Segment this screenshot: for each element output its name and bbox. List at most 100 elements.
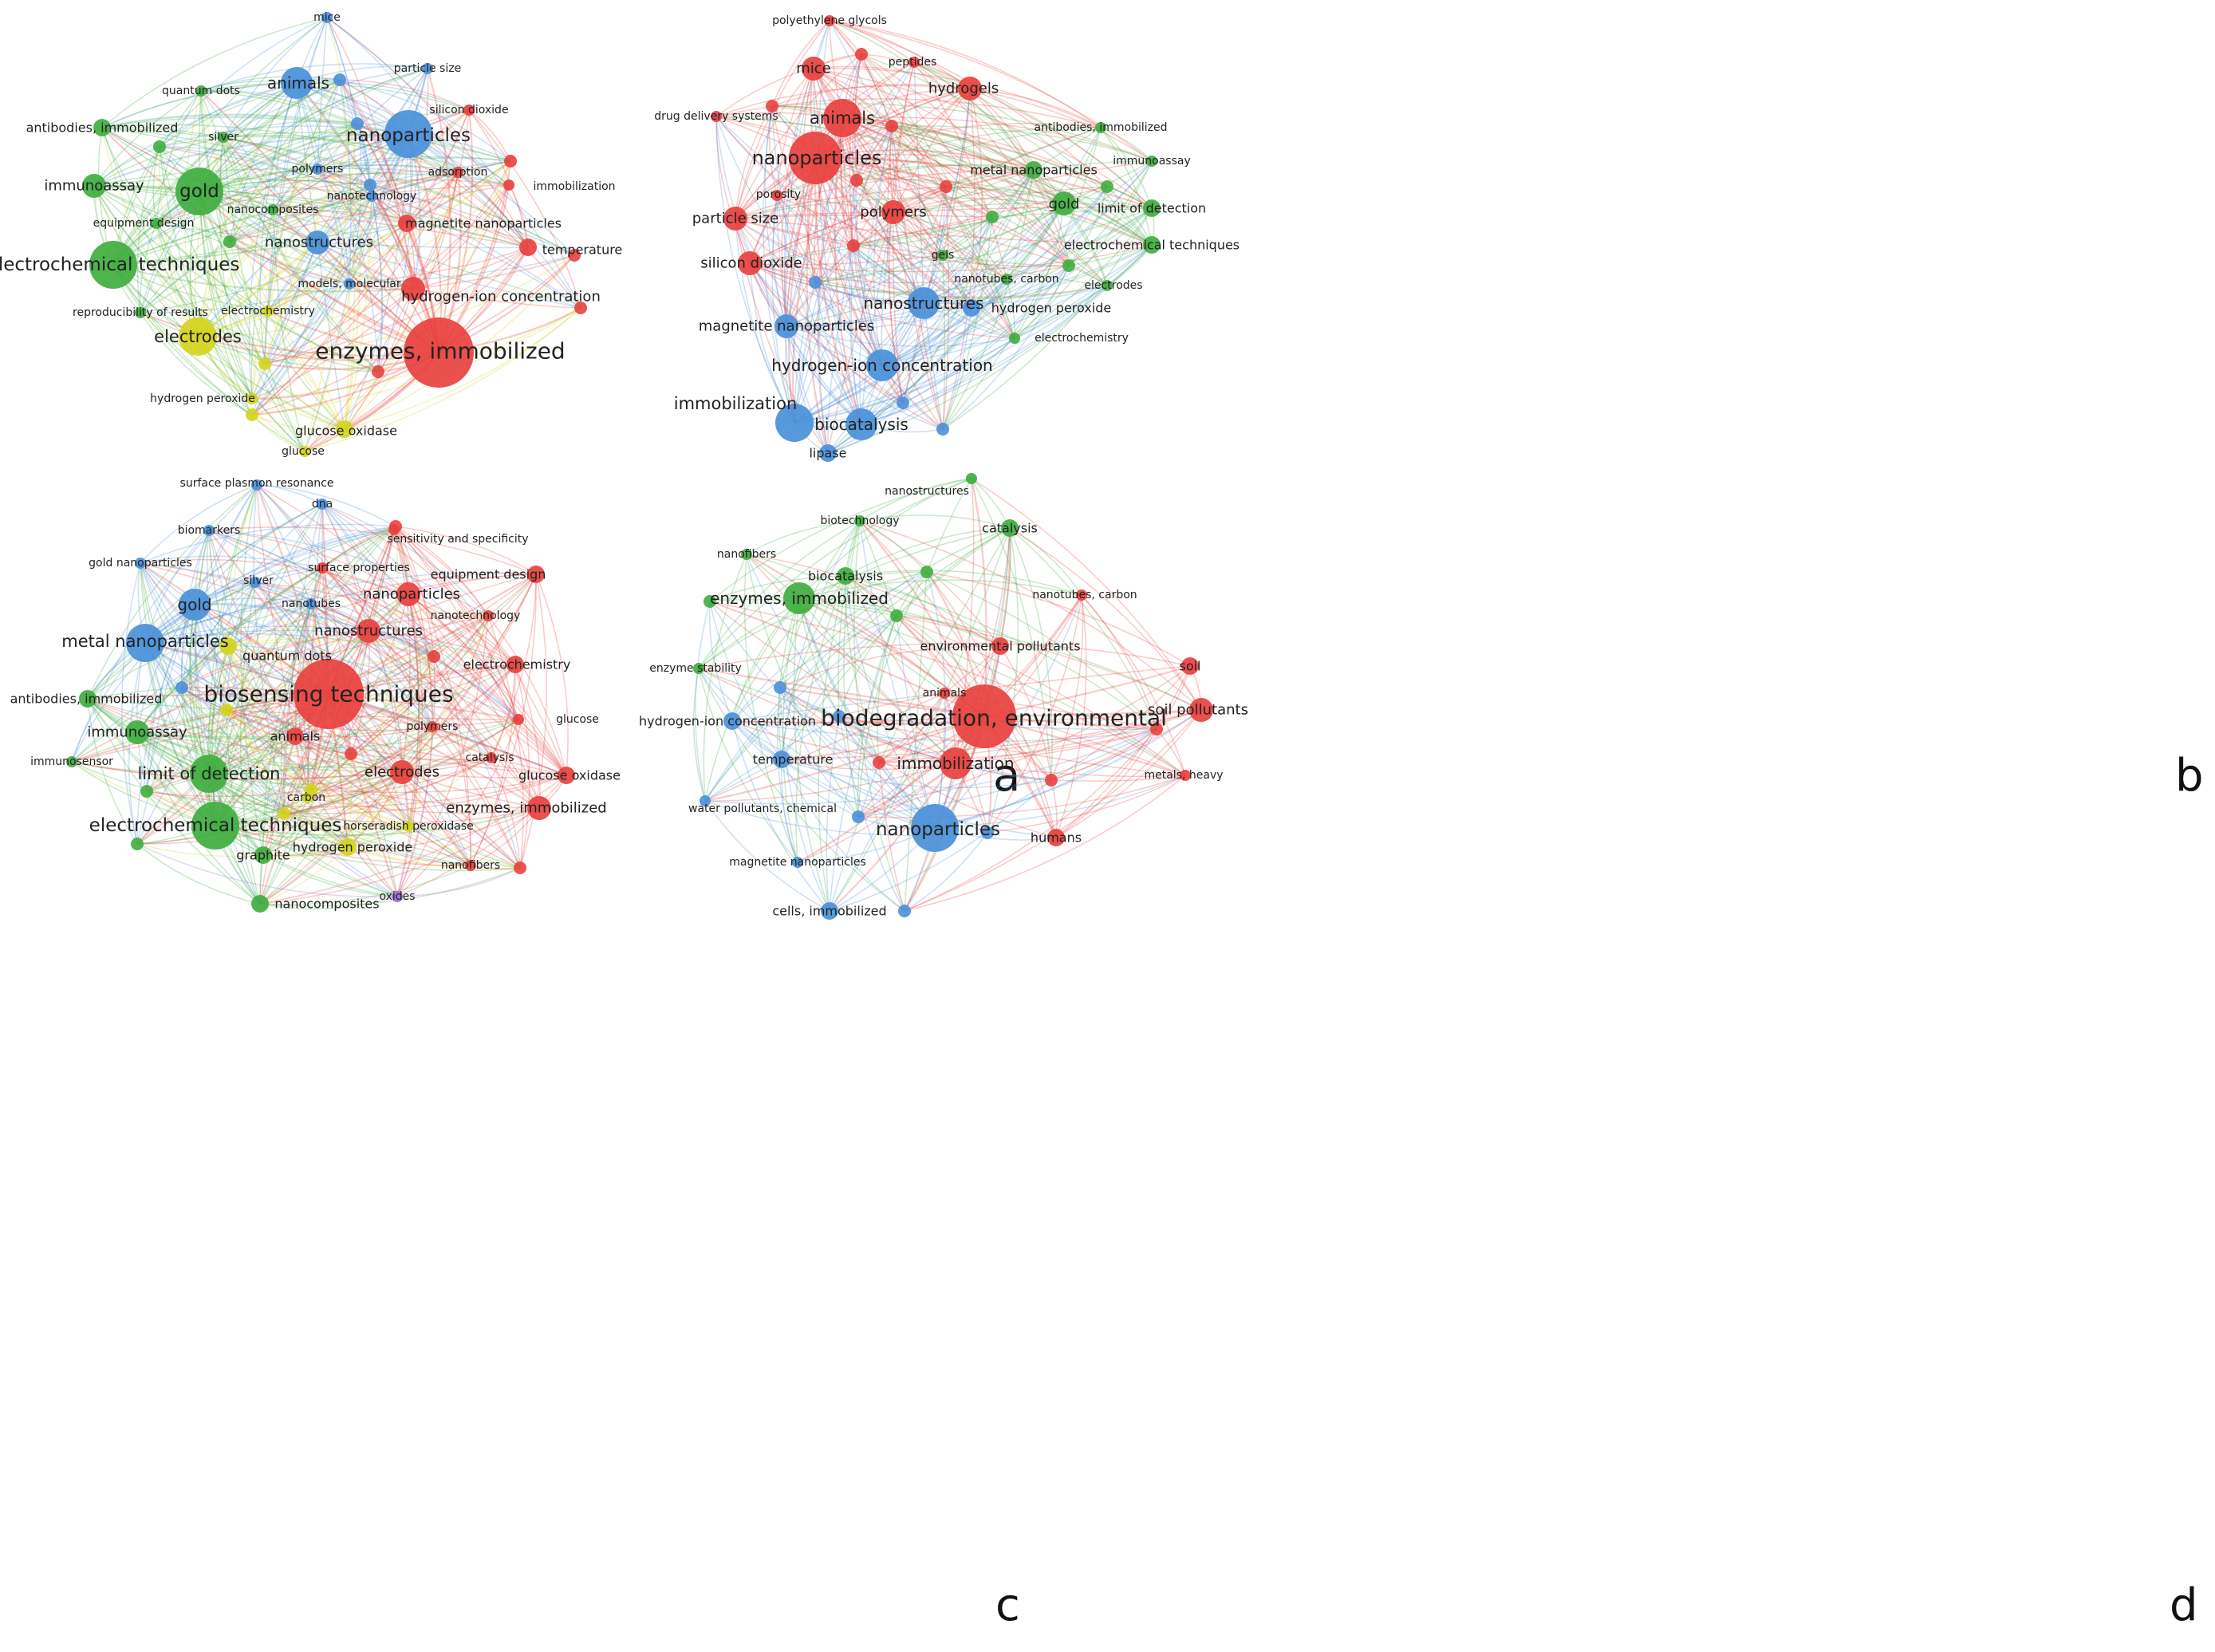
network-edge	[321, 529, 395, 569]
network-edge	[987, 527, 1019, 834]
network-edge	[128, 642, 146, 845]
network-edge	[944, 692, 988, 834]
network-edge	[208, 773, 349, 848]
network-node	[1001, 274, 1012, 285]
network-edge	[307, 503, 323, 798]
network-edge	[310, 526, 396, 605]
network-edge	[223, 136, 305, 452]
network-edge	[878, 645, 1001, 763]
network-edge	[861, 53, 1153, 246]
network-edge	[731, 615, 897, 722]
network-edge	[181, 687, 309, 798]
network-edge	[749, 262, 904, 404]
network-edge	[856, 88, 971, 181]
network-edge	[101, 17, 328, 128]
network-edge	[856, 179, 1007, 280]
node-label: quantum dots	[162, 85, 240, 97]
network-edge	[746, 554, 897, 617]
network-node-unlabeled	[1150, 723, 1163, 735]
network-edge	[282, 567, 323, 814]
network-node-unlabeled	[364, 179, 376, 191]
network-edge	[786, 125, 893, 327]
network-edge	[223, 17, 328, 138]
network-edge	[208, 719, 519, 775]
network-edge	[93, 185, 350, 285]
network-edge	[197, 223, 408, 337]
network-edge	[144, 642, 261, 905]
network-edge	[913, 61, 1070, 266]
network-edge	[746, 520, 861, 555]
network-edge	[857, 615, 897, 818]
network-edge	[267, 195, 372, 312]
network-edge	[395, 526, 519, 720]
network-edge	[339, 79, 511, 162]
network-edge	[310, 726, 433, 791]
network-edge	[841, 117, 1015, 339]
network-edge	[896, 527, 1011, 617]
network-edge	[194, 604, 403, 773]
network-edge	[208, 484, 258, 775]
network-node-unlabeled	[258, 357, 271, 370]
network-edge	[764, 105, 787, 327]
network-node	[527, 796, 551, 820]
network-edge	[731, 575, 846, 722]
network-edge	[838, 692, 945, 717]
network-edge	[945, 186, 1108, 286]
network-edge	[841, 117, 1108, 286]
network-edge	[317, 68, 428, 243]
network-edge	[969, 88, 1102, 128]
network-edge	[395, 526, 420, 827]
node-label: animals	[923, 687, 967, 700]
network-edge	[786, 325, 829, 454]
network-edge	[401, 664, 516, 773]
network-edge	[746, 554, 859, 818]
network-edge	[852, 53, 883, 366]
network-edge	[136, 757, 492, 845]
network-edge	[304, 123, 358, 452]
node-label: equipment design	[431, 567, 546, 582]
network-edge	[881, 244, 1153, 366]
node-label: hydrogen peroxide	[991, 301, 1111, 316]
network-edge	[881, 207, 1153, 366]
node-label: immunoassay	[87, 724, 187, 741]
network-node	[339, 838, 357, 856]
network-edge	[272, 209, 305, 452]
network-edge	[159, 146, 372, 197]
node-label: polyethylene glycols	[772, 14, 887, 27]
node-label: polymers	[860, 204, 926, 221]
node-label: silver	[208, 131, 238, 144]
network-edge	[87, 698, 216, 826]
network-edge	[93, 90, 202, 187]
node-label: temperature	[542, 242, 623, 258]
network-edge	[514, 664, 530, 869]
node-label: electrodes	[154, 327, 242, 346]
network-edge	[208, 593, 409, 775]
network-edge	[71, 761, 210, 775]
network-edge	[317, 168, 510, 186]
network-edge	[159, 146, 318, 170]
network-edge	[369, 160, 511, 186]
network-edge	[194, 604, 471, 866]
network-edge	[181, 687, 521, 869]
network-edge	[156, 79, 341, 224]
network-edge	[136, 146, 160, 313]
network-edge	[227, 645, 312, 791]
network-node-unlabeled	[1045, 774, 1058, 787]
node-label: enzymes, immobilized	[315, 338, 565, 365]
network-node	[773, 751, 790, 768]
network-edge	[861, 265, 1070, 425]
network-edge	[181, 687, 349, 848]
network-edge	[259, 771, 403, 905]
node-label: nanostructures	[885, 485, 969, 498]
network-edge	[144, 526, 396, 644]
network-edge	[227, 645, 285, 814]
network-edge	[71, 603, 312, 763]
network-edge	[267, 310, 379, 373]
network-node	[344, 278, 355, 290]
network-node	[963, 299, 980, 317]
network-edge	[743, 554, 798, 863]
network-edge	[433, 656, 567, 776]
network-edge	[704, 763, 956, 802]
network-edge	[197, 123, 358, 337]
network-edge	[704, 597, 800, 802]
